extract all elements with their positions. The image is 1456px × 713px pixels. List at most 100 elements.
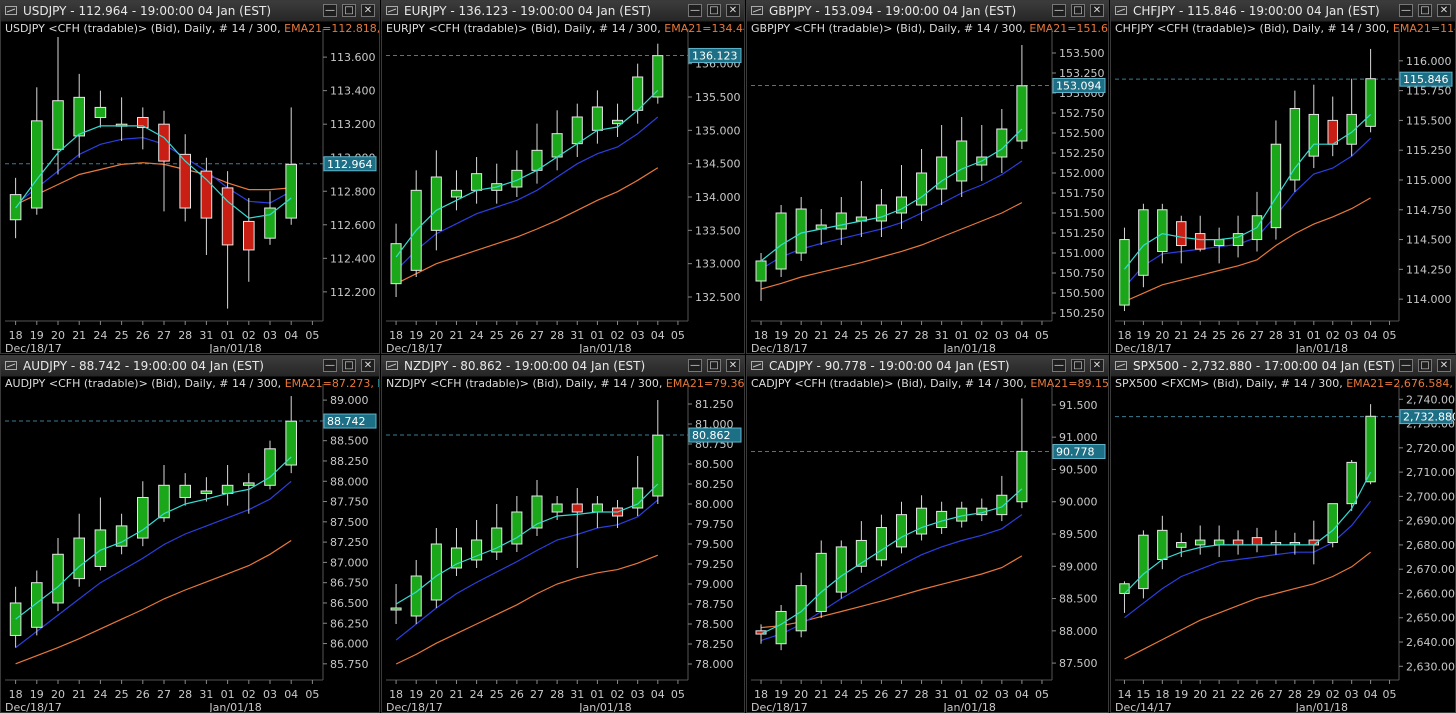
- candle-body[interactable]: [1289, 107, 1301, 181]
- candle-body[interactable]: [31, 582, 43, 628]
- minimize-icon[interactable]: —: [323, 359, 337, 372]
- chart-window-1[interactable]: EURJPY - 136.123 - 19:00:00 04 Jan (EST)…: [381, 0, 745, 354]
- chart-window-4[interactable]: AUDJPY - 88.742 - 19:00:00 04 Jan (EST) —…: [0, 355, 380, 713]
- close-icon[interactable]: ✕: [361, 359, 375, 372]
- chart-window-3[interactable]: CHFJPY - 115.846 - 19:00:00 04 Jan (EST)…: [1110, 0, 1456, 354]
- candle-body[interactable]: [94, 106, 107, 118]
- candle-body[interactable]: [52, 553, 64, 604]
- candle-body[interactable]: [1176, 221, 1187, 247]
- candle-body[interactable]: [471, 539, 483, 561]
- candlestick-chart[interactable]: 91.500 91.000 90.500 90.000 89.500 89.000 88.5…: [747, 356, 1108, 712]
- candle-body[interactable]: [158, 123, 170, 162]
- maximize-icon[interactable]: □: [1418, 359, 1432, 372]
- chart-titlebar[interactable]: SPX500 - 2,732.880 - 17:00:00 04 Jan (ES…: [1111, 356, 1455, 377]
- chart-titlebar[interactable]: NZDJPY - 80.862 - 19:00:00 04 Jan (EST) —…: [382, 356, 744, 377]
- candle-body[interactable]: [430, 176, 442, 231]
- candle-body[interactable]: [1232, 233, 1244, 247]
- chart-window-2[interactable]: GBPJPY - 153.094 - 19:00:00 04 Jan (EST)…: [746, 0, 1109, 354]
- candle-body[interactable]: [1119, 583, 1130, 594]
- candle-body[interactable]: [264, 448, 276, 486]
- candle-body[interactable]: [1365, 415, 1376, 483]
- candle-body[interactable]: [285, 163, 297, 219]
- candle-body[interactable]: [1270, 143, 1282, 229]
- close-icon[interactable]: ✕: [361, 4, 375, 17]
- candle-body[interactable]: [179, 153, 191, 209]
- minimize-icon[interactable]: —: [1399, 4, 1413, 17]
- candle-body[interactable]: [1176, 541, 1187, 548]
- candle-body[interactable]: [73, 96, 86, 137]
- candle-body[interactable]: [875, 204, 887, 222]
- candle-body[interactable]: [875, 527, 887, 561]
- candle-body[interactable]: [1327, 119, 1338, 145]
- candle-body[interactable]: [591, 106, 603, 131]
- candle-body[interactable]: [243, 482, 255, 486]
- candle-body[interactable]: [775, 212, 787, 270]
- candle-body[interactable]: [264, 207, 276, 239]
- candle-body[interactable]: [52, 100, 64, 150]
- chart-titlebar[interactable]: EURJPY - 136.123 - 19:00:00 04 Jan (EST)…: [382, 1, 744, 22]
- candlestick-chart[interactable]: 136.000135.500135.000134.500134.000133.5…: [382, 1, 744, 353]
- candle-body[interactable]: [285, 420, 297, 466]
- candle-body[interactable]: [1346, 461, 1357, 505]
- minimize-icon[interactable]: —: [323, 4, 337, 17]
- candlestick-chart[interactable]: 2,740.0002,730.0002,720.0002,710.0002,70…: [1111, 356, 1455, 712]
- candle-body[interactable]: [956, 507, 968, 522]
- close-icon[interactable]: ✕: [726, 359, 740, 372]
- candle-body[interactable]: [591, 503, 603, 513]
- maximize-icon[interactable]: □: [1418, 4, 1432, 17]
- candle-body[interactable]: [855, 539, 867, 567]
- minimize-icon[interactable]: —: [1052, 4, 1066, 17]
- candle-body[interactable]: [137, 116, 149, 129]
- maximize-icon[interactable]: □: [1071, 359, 1085, 372]
- candle-body[interactable]: [1016, 85, 1028, 142]
- candle-body[interactable]: [179, 484, 191, 498]
- candle-body[interactable]: [200, 170, 213, 219]
- candle-body[interactable]: [1138, 534, 1149, 590]
- candle-body[interactable]: [200, 490, 213, 494]
- maximize-icon[interactable]: □: [342, 4, 356, 17]
- candle-body[interactable]: [531, 495, 543, 529]
- candle-body[interactable]: [996, 494, 1008, 516]
- candle-body[interactable]: [755, 260, 767, 282]
- candlestick-chart[interactable]: 113.600113.400113.200113.000112.800112.6…: [1, 1, 379, 353]
- close-icon[interactable]: ✕: [726, 4, 740, 17]
- candle-body[interactable]: [1308, 113, 1320, 157]
- candle-body[interactable]: [795, 208, 807, 254]
- candle-body[interactable]: [1213, 239, 1225, 247]
- candle-body[interactable]: [916, 507, 928, 535]
- chart-window-6[interactable]: CADJPY - 90.778 - 19:00:00 04 Jan (EST) —…: [746, 355, 1109, 713]
- close-icon[interactable]: ✕: [1437, 359, 1451, 372]
- close-icon[interactable]: ✕: [1090, 4, 1104, 17]
- chart-window-7[interactable]: SPX500 - 2,732.880 - 17:00:00 04 Jan (ES…: [1110, 355, 1456, 713]
- candle-body[interactable]: [450, 189, 463, 198]
- candle-body[interactable]: [652, 434, 664, 497]
- minimize-icon[interactable]: —: [1399, 359, 1413, 372]
- candle-body[interactable]: [115, 525, 128, 547]
- minimize-icon[interactable]: —: [688, 4, 702, 17]
- candle-body[interactable]: [1138, 209, 1149, 276]
- candle-body[interactable]: [1016, 450, 1028, 503]
- candlestick-chart[interactable]: 89.00088.75088.50088.25088.00087.75087.5…: [1, 356, 379, 712]
- minimize-icon[interactable]: —: [688, 359, 702, 372]
- candle-body[interactable]: [1327, 503, 1338, 543]
- candle-body[interactable]: [221, 187, 234, 246]
- candle-body[interactable]: [450, 547, 463, 569]
- candle-body[interactable]: [243, 220, 255, 251]
- chart-titlebar[interactable]: GBPJPY - 153.094 - 19:00:00 04 Jan (EST)…: [747, 1, 1108, 22]
- chart-titlebar[interactable]: CADJPY - 90.778 - 19:00:00 04 Jan (EST) —…: [747, 356, 1108, 377]
- candle-body[interactable]: [1365, 78, 1376, 127]
- maximize-icon[interactable]: □: [342, 359, 356, 372]
- candle-body[interactable]: [632, 487, 644, 509]
- candle-body[interactable]: [612, 119, 624, 125]
- minimize-icon[interactable]: —: [1052, 359, 1066, 372]
- candlestick-chart[interactable]: 116.000 115.750 115.500 115.250 115.000 114.7…: [1111, 1, 1455, 353]
- candle-body[interactable]: [571, 503, 583, 513]
- candle-body[interactable]: [551, 503, 563, 513]
- candle-body[interactable]: [73, 537, 86, 580]
- candle-body[interactable]: [895, 514, 908, 548]
- candle-body[interactable]: [632, 76, 644, 111]
- candle-body[interactable]: [1251, 537, 1263, 546]
- candle-body[interactable]: [936, 156, 948, 190]
- candle-body[interactable]: [1157, 529, 1168, 560]
- candle-body[interactable]: [491, 527, 503, 553]
